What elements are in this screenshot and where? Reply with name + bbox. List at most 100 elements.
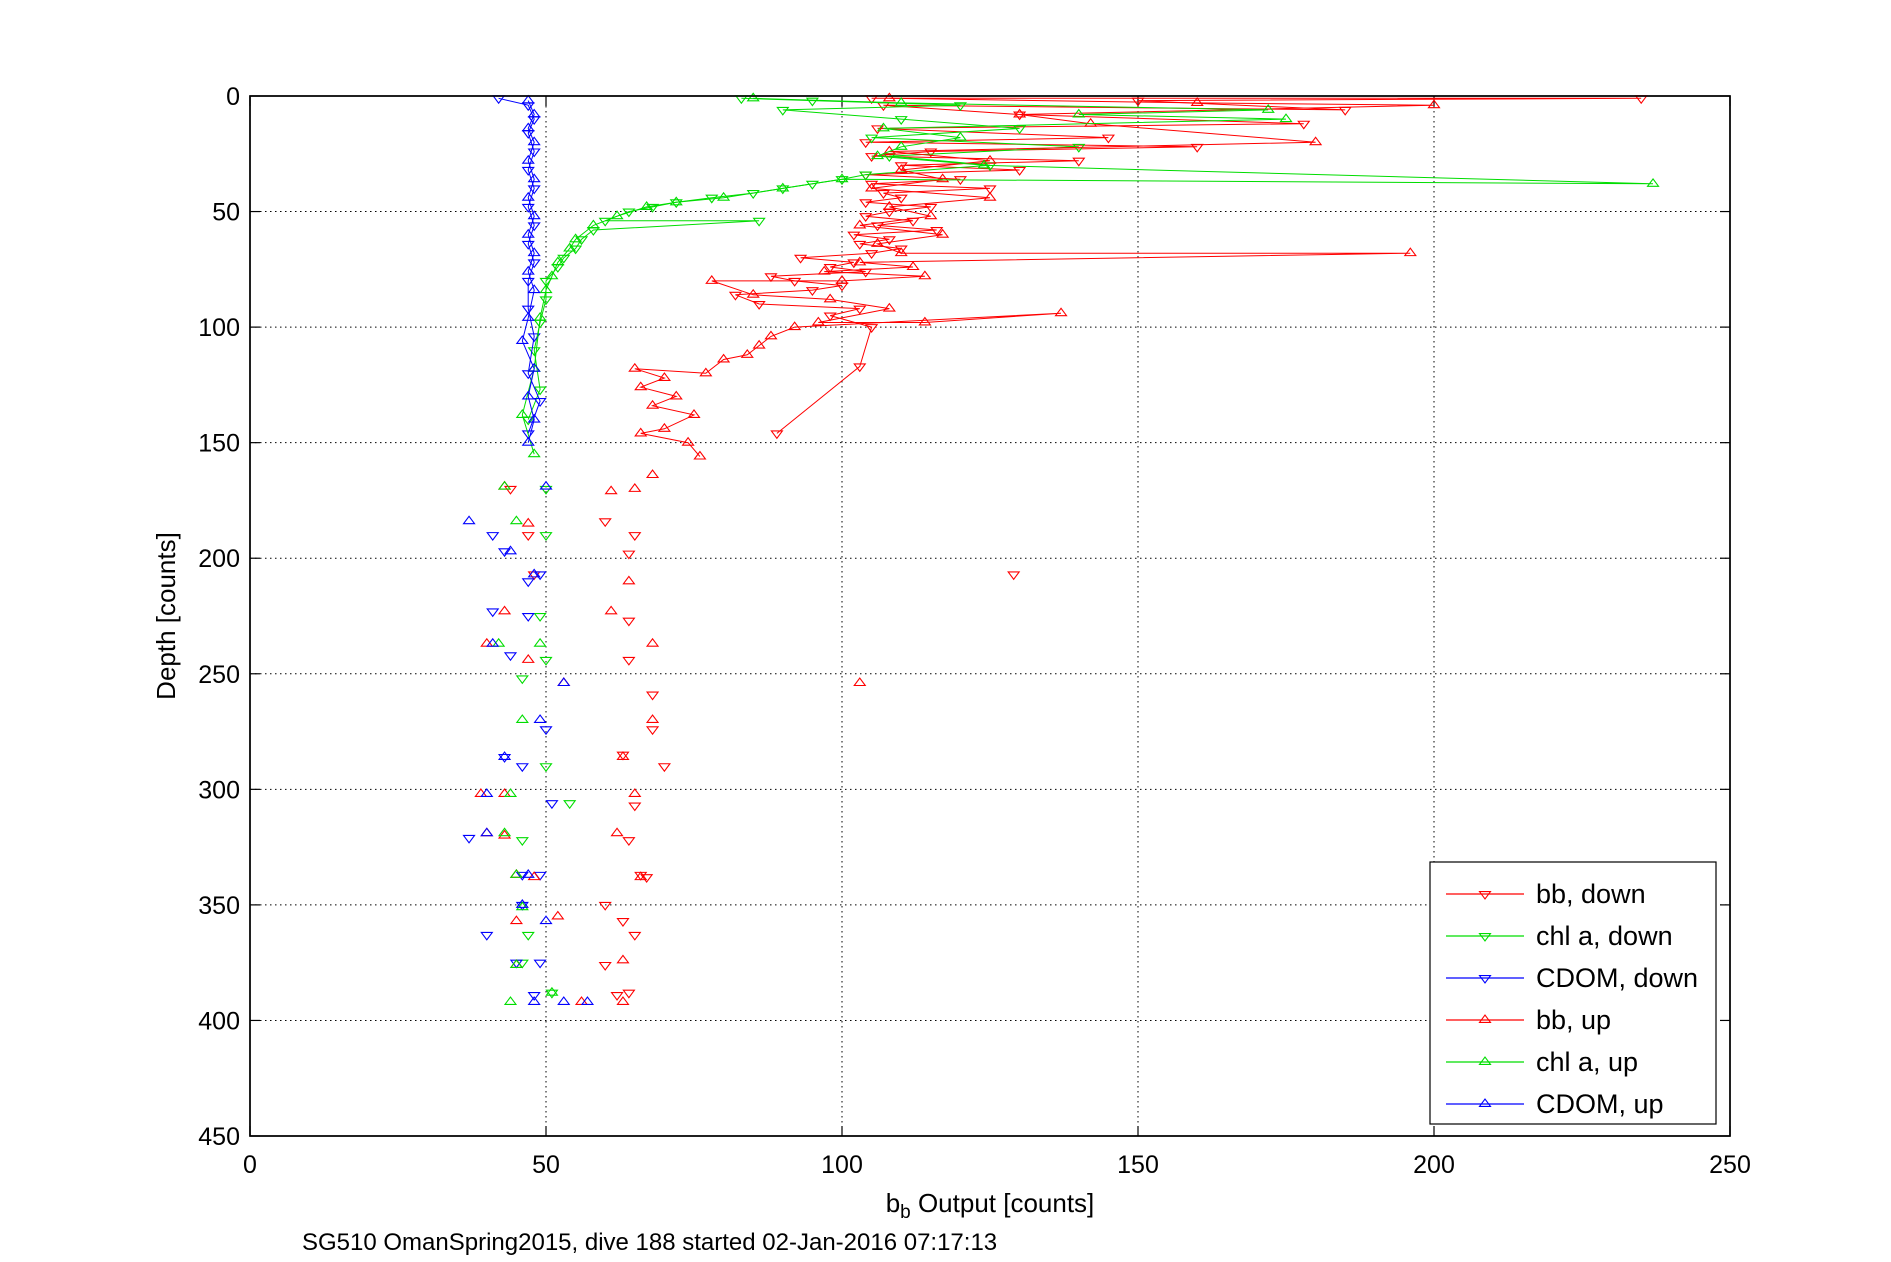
data-point <box>515 335 529 345</box>
data-point <box>527 568 541 578</box>
data-point <box>509 868 523 878</box>
series-line <box>521 100 535 443</box>
data-point <box>527 413 541 423</box>
data-point <box>527 259 541 269</box>
data-point <box>563 242 577 252</box>
data-point <box>503 652 518 662</box>
data-point <box>557 996 571 1005</box>
data-point <box>924 203 938 213</box>
data-point <box>622 550 636 560</box>
data-point <box>610 210 624 220</box>
data-point <box>853 305 867 315</box>
data-point <box>805 287 819 297</box>
data-point <box>894 164 908 173</box>
data-point <box>574 236 589 246</box>
data-point <box>894 247 908 257</box>
data-point <box>746 288 760 298</box>
data-point <box>509 515 523 525</box>
data-point <box>645 726 660 736</box>
data-point <box>865 250 879 260</box>
data-point <box>533 398 547 407</box>
data-point <box>539 485 553 495</box>
data-point <box>657 422 671 432</box>
data-point <box>983 154 997 164</box>
legend-label: bb, down <box>1536 879 1646 909</box>
data-point <box>521 154 535 164</box>
data-point <box>853 363 867 373</box>
data-point <box>515 837 529 847</box>
data-point <box>681 436 695 446</box>
data-point <box>616 954 630 964</box>
data-point <box>521 94 535 104</box>
data-point <box>545 986 559 996</box>
data-point <box>557 677 571 687</box>
legend-label: CDOM, down <box>1536 963 1698 993</box>
data-point <box>645 399 660 409</box>
data-point <box>521 240 535 250</box>
data-point <box>521 311 535 321</box>
data-point <box>776 106 790 116</box>
data-point <box>628 483 642 492</box>
data-point <box>480 931 494 941</box>
data-point <box>645 714 660 724</box>
data-point <box>533 311 547 321</box>
data-point <box>811 316 825 326</box>
data-point <box>598 961 612 971</box>
data-point <box>894 97 908 106</box>
data-point <box>628 788 642 797</box>
data-point <box>503 788 518 797</box>
data-point <box>805 180 819 190</box>
data-point <box>539 656 553 666</box>
legend-box <box>1429 861 1717 1125</box>
data-point <box>497 751 512 761</box>
data-point <box>604 605 618 615</box>
data-point <box>515 675 529 685</box>
data-point <box>788 277 802 287</box>
data-point <box>480 788 494 797</box>
legend-marker <box>1478 974 1492 984</box>
data-point <box>640 201 654 210</box>
data-point <box>1084 117 1098 127</box>
data-point <box>717 191 731 201</box>
data-point <box>527 871 541 881</box>
x-tick-label: 0 <box>243 1151 257 1179</box>
data-point <box>462 834 476 844</box>
y-tick-label: 300 <box>198 776 240 804</box>
data-point <box>628 802 642 812</box>
series-line <box>634 97 1435 457</box>
axis-ticks: 0 50 100 150 200 250 0 50 100 150 200 250 300 350 400 4… <box>198 83 1751 1179</box>
data-point <box>539 284 553 294</box>
data-point <box>764 273 778 283</box>
y-tick-label: 150 <box>198 430 240 458</box>
series-bb-up <box>474 92 1441 1005</box>
data-point <box>1403 247 1417 257</box>
data-point <box>462 515 476 525</box>
data-point <box>503 545 518 555</box>
data-point <box>1013 108 1027 118</box>
data-point <box>699 367 713 377</box>
data-point <box>580 996 595 1005</box>
legend-marker <box>1478 1098 1492 1108</box>
data-point <box>645 691 660 701</box>
data-point <box>497 480 512 490</box>
data-point <box>527 362 541 372</box>
x-tick-label: 100 <box>821 1151 863 1179</box>
data-point <box>1101 134 1115 144</box>
data-point <box>1072 108 1086 118</box>
data-point <box>918 270 932 280</box>
y-tick-label: 450 <box>198 1123 240 1151</box>
y-tick-label: 200 <box>198 545 240 573</box>
data-point <box>936 228 950 238</box>
x-tick-label: 150 <box>1117 1151 1159 1179</box>
data-point <box>693 450 707 460</box>
data-point <box>515 409 529 418</box>
data-point <box>551 256 565 266</box>
x-tick-label: 200 <box>1413 1151 1455 1179</box>
data-point <box>805 97 819 107</box>
data-point <box>865 180 879 190</box>
series-line <box>735 97 1642 434</box>
x-axis-label-rest: Output [counts] <box>911 1188 1095 1218</box>
y-tick-label: 350 <box>198 892 240 920</box>
data-point <box>497 829 512 839</box>
data-point <box>853 240 867 250</box>
